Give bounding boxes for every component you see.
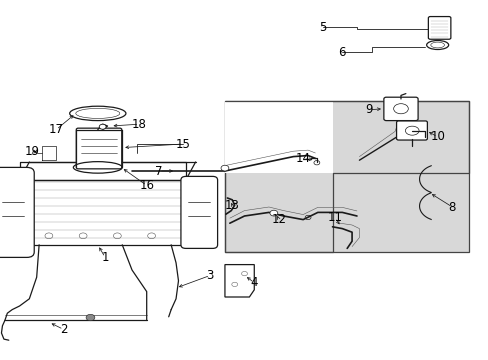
Text: 14: 14 (295, 152, 310, 165)
Text: 10: 10 (429, 130, 444, 143)
Text: 8: 8 (447, 201, 455, 213)
FancyBboxPatch shape (224, 101, 332, 173)
Text: 16: 16 (139, 179, 154, 192)
FancyBboxPatch shape (76, 128, 122, 169)
Text: 13: 13 (224, 199, 239, 212)
Text: 7: 7 (155, 165, 163, 177)
Text: 17: 17 (49, 123, 63, 136)
Text: 9: 9 (365, 103, 372, 116)
Text: 3: 3 (206, 269, 214, 282)
FancyBboxPatch shape (224, 101, 468, 252)
FancyBboxPatch shape (383, 97, 417, 121)
Circle shape (99, 124, 106, 129)
FancyBboxPatch shape (427, 17, 450, 39)
Text: 5: 5 (318, 21, 326, 33)
FancyBboxPatch shape (181, 176, 217, 248)
Text: 19: 19 (24, 145, 39, 158)
FancyBboxPatch shape (0, 167, 34, 257)
Text: 11: 11 (327, 211, 342, 224)
Text: 6: 6 (338, 46, 346, 59)
Text: 12: 12 (271, 213, 285, 226)
Text: 18: 18 (132, 118, 146, 131)
Text: 1: 1 (101, 251, 109, 264)
FancyBboxPatch shape (396, 121, 427, 140)
Circle shape (221, 165, 228, 171)
Circle shape (269, 210, 277, 216)
Circle shape (86, 314, 95, 321)
Text: 2: 2 (60, 323, 67, 336)
Text: 15: 15 (176, 138, 190, 150)
Text: 4: 4 (250, 276, 258, 289)
